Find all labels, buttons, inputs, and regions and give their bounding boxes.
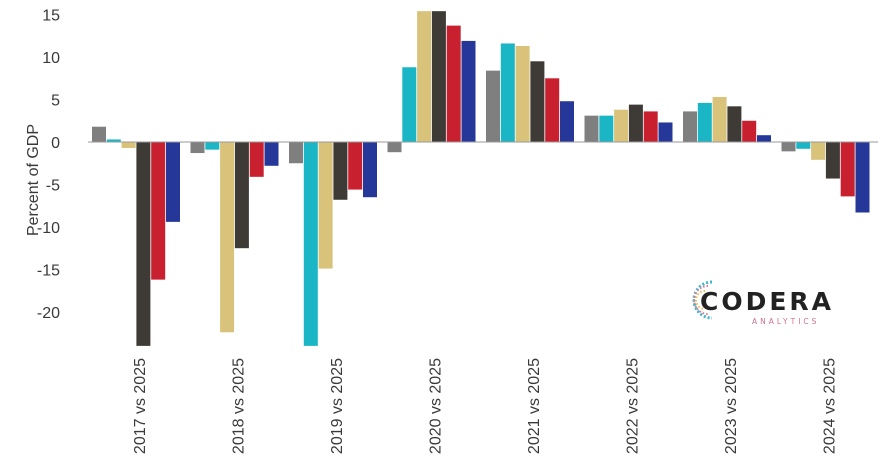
bar	[318, 142, 333, 269]
bar	[333, 142, 348, 200]
bar	[697, 102, 712, 142]
bar	[121, 142, 136, 148]
bar	[264, 142, 279, 166]
bar	[136, 142, 151, 346]
x-category-label: 2021 vs 2025	[526, 358, 543, 454]
bar	[628, 104, 643, 142]
y-axis: 15 10 5 0 -5 -10 -15 -20	[37, 8, 60, 322]
bar	[205, 142, 220, 150]
codera-logo: CODERA ANALYTICS	[692, 280, 834, 326]
y-tick-label: -5	[46, 177, 60, 194]
x-category-label: 2019 vs 2025	[329, 358, 346, 454]
y-tick-label: -15	[37, 262, 60, 279]
x-category-label: 2020 vs 2025	[428, 358, 445, 454]
y-tick-label: -20	[37, 305, 60, 322]
y-axis-label: Percent of GDP	[25, 124, 42, 236]
bar	[289, 142, 303, 164]
y-tick-label: 15	[42, 8, 60, 25]
bar	[500, 43, 515, 142]
bar	[515, 46, 530, 143]
bar	[486, 70, 500, 142]
bar	[727, 106, 742, 142]
bar	[825, 142, 840, 179]
bar	[446, 25, 461, 143]
bar	[811, 142, 826, 160]
bar	[643, 111, 658, 142]
logo-tagline: ANALYTICS	[752, 317, 819, 326]
logo-name: CODERA	[700, 287, 834, 316]
bar	[584, 115, 599, 142]
x-category-label: 2023 vs 2025	[723, 358, 740, 454]
bar	[742, 120, 757, 142]
bar	[234, 142, 249, 249]
category-labels: 2017 vs 2025 2018 vs 2025 2019 vs 2025 2020…	[132, 358, 839, 454]
bar	[840, 142, 855, 197]
bar	[249, 142, 264, 177]
bar	[545, 78, 560, 142]
bar	[190, 142, 205, 154]
bar	[151, 142, 166, 280]
bars	[92, 11, 870, 346]
bar	[781, 142, 796, 152]
x-category-label: 2017 vs 2025	[132, 358, 149, 454]
bar	[614, 109, 629, 142]
bar	[92, 126, 106, 142]
bar	[683, 111, 697, 142]
bar	[855, 142, 870, 213]
bar	[417, 11, 432, 142]
bar	[530, 61, 545, 143]
y-tick-label: 0	[51, 135, 60, 152]
bar	[166, 142, 180, 222]
bar	[363, 142, 377, 198]
bar	[757, 135, 771, 142]
bar	[712, 96, 727, 142]
x-category-label: 2022 vs 2025	[625, 358, 642, 454]
logo-mark-icon	[692, 280, 713, 320]
bar	[402, 67, 417, 142]
bar	[560, 101, 574, 142]
bar	[348, 142, 363, 190]
bar	[658, 122, 673, 142]
x-category-label: 2024 vs 2025	[822, 358, 839, 454]
y-tick-label: 10	[42, 50, 60, 67]
bar	[599, 115, 614, 142]
bar	[106, 139, 121, 142]
bar	[220, 142, 235, 333]
bar	[387, 142, 402, 153]
y-tick-label: -10	[37, 220, 60, 237]
y-tick-label: 5	[51, 93, 60, 110]
bar	[303, 142, 318, 346]
bar	[431, 11, 446, 142]
x-category-label: 2018 vs 2025	[231, 358, 248, 454]
bar	[461, 40, 476, 142]
bar	[796, 142, 811, 149]
